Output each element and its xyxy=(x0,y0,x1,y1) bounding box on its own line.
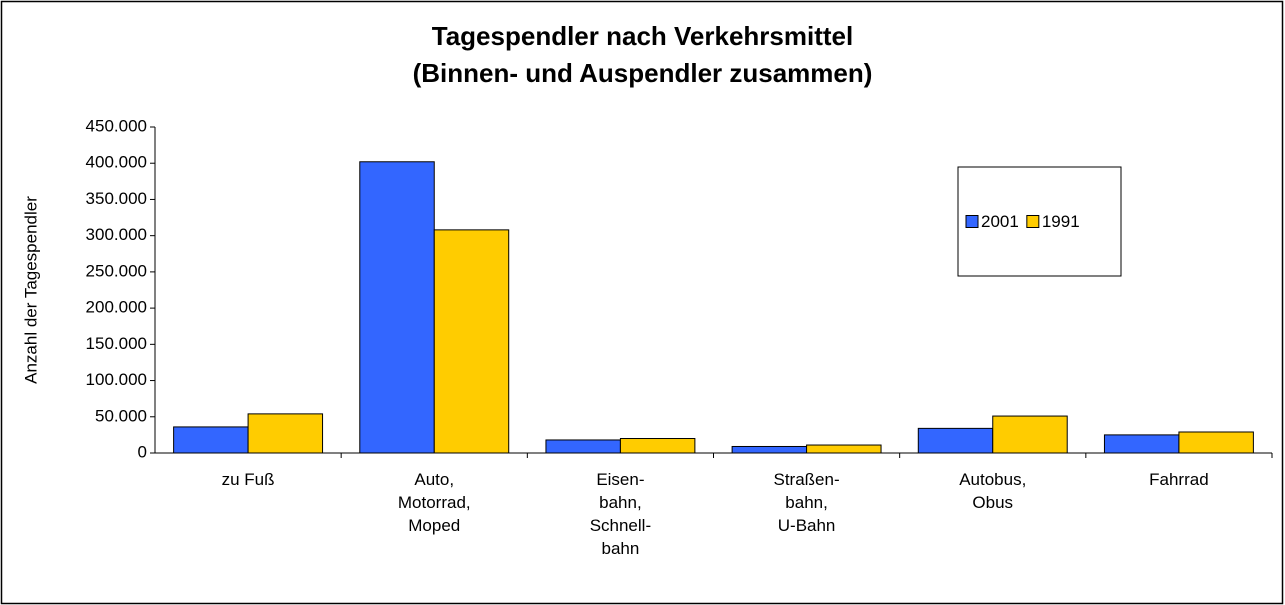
x-tick-label: Eisen- bahn, Schnell- bahn xyxy=(589,470,652,558)
x-tick-label: Fahrrad xyxy=(1149,470,1209,489)
bar xyxy=(619,438,696,454)
bar xyxy=(992,415,1068,454)
x-tick-label: Auto, Motorrad, Moped xyxy=(397,470,471,535)
x-tick-label: Autobus, Obus xyxy=(959,470,1027,512)
legend-swatch xyxy=(965,215,979,228)
y-tick-label: 400.000 xyxy=(86,153,147,172)
bar xyxy=(731,445,808,454)
legend-box xyxy=(957,166,1122,277)
bar xyxy=(1103,434,1180,454)
y-tick-label: 150.000 xyxy=(86,334,147,353)
chart-title: Tagespendler nach Verkehrsmittel (Binnen… xyxy=(412,21,873,88)
bar xyxy=(1178,431,1254,454)
bar xyxy=(359,161,435,454)
y-tick-label: 300.000 xyxy=(86,225,147,244)
bar xyxy=(545,439,621,454)
y-axis-label: Anzahl der Tagespendler xyxy=(21,196,40,384)
bar xyxy=(247,413,324,454)
bar xyxy=(433,229,510,454)
legend-swatch xyxy=(1026,215,1040,228)
bar xyxy=(173,426,249,454)
bar xyxy=(806,444,882,454)
y-tick-label: 250.000 xyxy=(86,261,147,280)
bar xyxy=(917,427,994,454)
legend-label: 2001 xyxy=(981,212,1019,231)
y-tick-label: 350.000 xyxy=(86,189,147,208)
legend-label: 1991 xyxy=(1042,212,1080,231)
x-tick-label: Straßen- bahn, U-Bahn xyxy=(773,470,840,535)
y-tick-label: 450.000 xyxy=(86,116,147,135)
y-tick-label: 200.000 xyxy=(86,298,147,317)
x-tick-label: zu Fuß xyxy=(221,470,275,489)
y-tick-label: 50.000 xyxy=(95,406,147,425)
y-tick-label: 0 xyxy=(138,442,147,461)
y-tick-label: 100.000 xyxy=(86,370,147,389)
